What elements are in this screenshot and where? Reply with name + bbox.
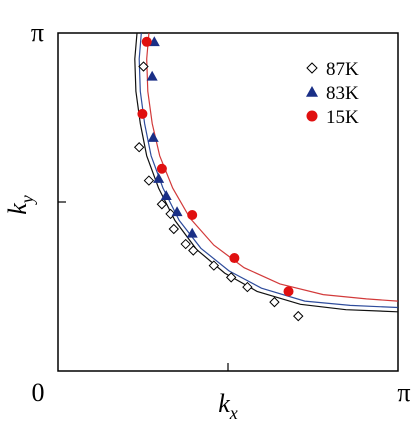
point-15k-5 bbox=[229, 253, 240, 264]
point-87k-2 bbox=[133, 142, 145, 153]
point-87k-9 bbox=[208, 260, 220, 271]
axis-ticks: 0 π π bbox=[31, 18, 411, 407]
point-15k-2 bbox=[137, 108, 148, 119]
x-tick-label-3: π bbox=[397, 378, 410, 407]
y-tick-label-2: π bbox=[31, 18, 44, 47]
point-83k-6 bbox=[171, 206, 183, 217]
point-87k-11 bbox=[242, 281, 253, 293]
legend-label-87k: 87K bbox=[326, 59, 359, 80]
x-axis-title: kx bbox=[218, 389, 238, 423]
point-87k-7 bbox=[180, 238, 191, 250]
point-87k-3 bbox=[143, 175, 155, 186]
x-tick-label-1: 0 bbox=[32, 378, 45, 407]
point-83k-2 bbox=[146, 70, 158, 81]
point-83k-5 bbox=[160, 190, 172, 201]
point-15k-6 bbox=[283, 286, 294, 297]
y-axis-title-subscript: y bbox=[17, 195, 37, 205]
point-87k-13 bbox=[293, 310, 304, 322]
fit-curve-1 bbox=[146, 33, 398, 302]
point-83k-1 bbox=[148, 36, 160, 47]
point-15k-1 bbox=[141, 36, 152, 47]
data-points bbox=[133, 36, 304, 322]
legend: 87K 83K 15K bbox=[306, 59, 359, 128]
point-87k-6 bbox=[168, 223, 180, 235]
point-87k-12 bbox=[269, 296, 280, 308]
point-15k-3 bbox=[156, 163, 167, 174]
fit-curve-2 bbox=[138, 33, 398, 309]
point-83k-3 bbox=[147, 132, 159, 142]
legend-marker-87k bbox=[306, 62, 318, 74]
legend-label-83k: 83K bbox=[326, 83, 359, 104]
fit-curve-3 bbox=[134, 33, 398, 313]
point-87k-4 bbox=[156, 199, 168, 210]
y-axis-title: ky bbox=[3, 195, 37, 215]
x-axis-title-subscript: x bbox=[229, 403, 238, 423]
point-83k-7 bbox=[186, 227, 198, 238]
point-87k-8 bbox=[188, 245, 199, 256]
point-87k-5 bbox=[165, 208, 176, 220]
point-87k-10 bbox=[225, 272, 237, 283]
point-15k-4 bbox=[187, 209, 198, 220]
legend-label-15k: 15K bbox=[326, 107, 359, 128]
point-83k-4 bbox=[153, 172, 165, 183]
legend-marker-15k bbox=[306, 110, 318, 122]
point-87k-1 bbox=[138, 61, 149, 72]
legend-marker-83k bbox=[306, 86, 318, 97]
